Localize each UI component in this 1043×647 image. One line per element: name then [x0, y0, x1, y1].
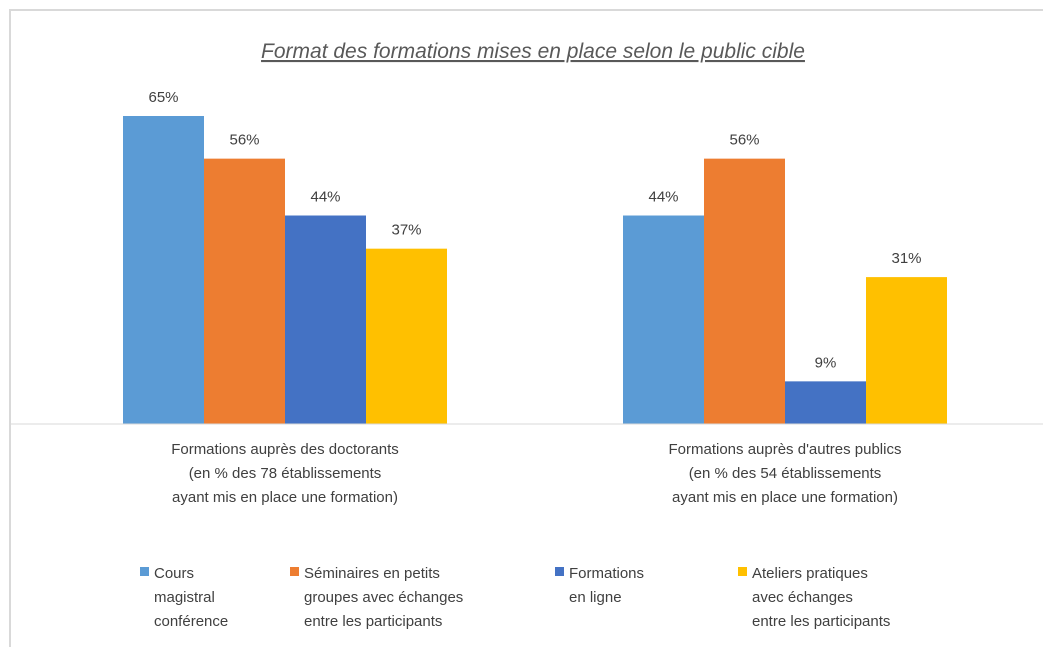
bar: [123, 116, 204, 424]
value-label: 44%: [648, 189, 678, 206]
value-label: 31%: [891, 250, 921, 267]
legend-label: Formations en ligne: [569, 565, 644, 606]
bar: [285, 215, 366, 424]
legend-label: Ateliers pratiques avec échanges entre les…: [752, 565, 890, 630]
value-label: 37%: [391, 222, 421, 239]
bar: [785, 381, 866, 424]
legend-label: Cours magistral conférence: [154, 565, 228, 630]
value-label: 9%: [815, 354, 837, 371]
legend-swatch: [738, 567, 747, 576]
value-label: 44%: [310, 189, 340, 206]
x-tick-label: Formations auprès d'autres publics (en % …: [669, 441, 902, 506]
value-label: 65%: [148, 89, 178, 106]
bar: [866, 277, 947, 424]
value-label: 56%: [229, 132, 259, 149]
bar: [623, 215, 704, 424]
chart-frame: [9, 9, 1043, 647]
bar: [204, 158, 285, 424]
value-label: 56%: [729, 132, 759, 149]
legend-swatch: [140, 567, 149, 576]
x-tick-label: Formations auprès des doctorants (en % de…: [171, 441, 399, 506]
bar: [366, 248, 447, 424]
legend-label: Séminaires en petits groupes avec échange…: [304, 565, 463, 630]
bar: [704, 158, 785, 424]
chart-title: Format des formations mises en place sel…: [261, 40, 805, 63]
legend-swatch: [555, 567, 564, 576]
legend-swatch: [290, 567, 299, 576]
